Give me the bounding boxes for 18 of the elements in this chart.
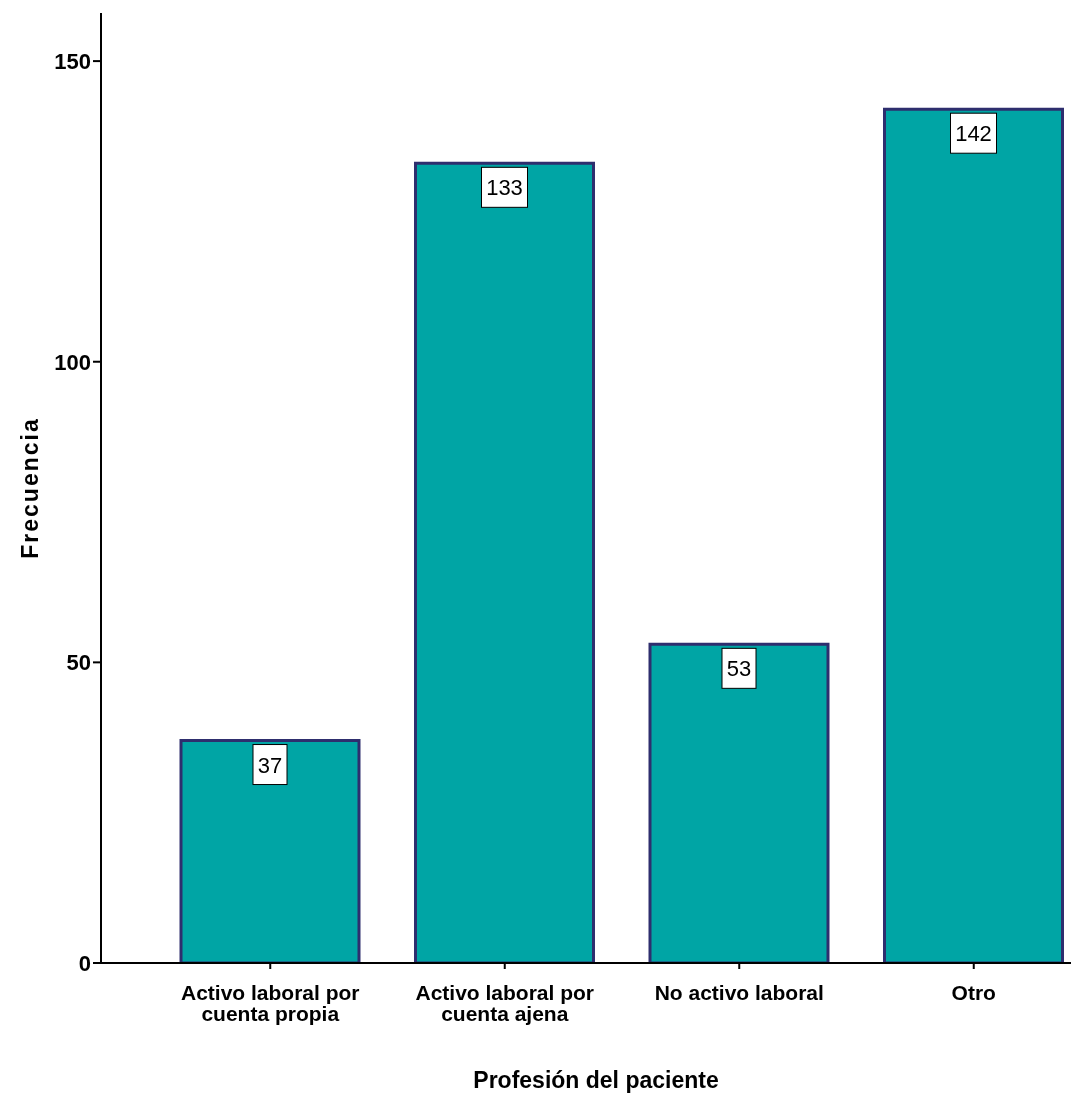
y-tick-label: 150 xyxy=(54,48,91,74)
x-tick-label: No activo laboral xyxy=(654,980,824,1004)
x-tick-label: Activo laboral por cuenta propia xyxy=(180,980,360,1025)
x-tick-label: Activo laboral por cuenta ajena xyxy=(415,980,595,1025)
data-label: 37 xyxy=(257,752,283,778)
bar xyxy=(883,107,1064,963)
y-tick-label: 100 xyxy=(54,349,91,375)
data-label: 142 xyxy=(955,121,992,147)
x-axis-title: Profesión del paciente xyxy=(473,1067,719,1093)
x-tick-label: Otro xyxy=(951,980,996,1004)
data-label: 133 xyxy=(486,175,523,201)
bar xyxy=(179,739,361,963)
y-axis-title: Frecuencia xyxy=(17,417,44,559)
bar xyxy=(648,642,830,963)
y-tick-label: 0 xyxy=(78,950,91,976)
data-label: 53 xyxy=(726,656,752,682)
bar xyxy=(414,161,595,963)
y-tick-label: 50 xyxy=(66,650,91,676)
